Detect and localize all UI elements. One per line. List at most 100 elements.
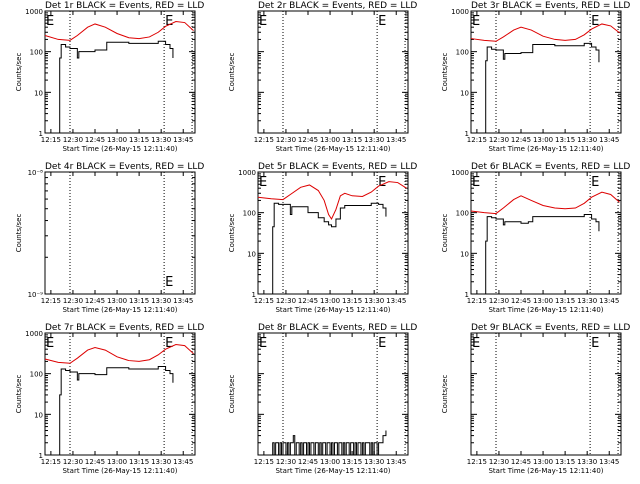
x-tick-label: 13:15 (342, 297, 362, 305)
event-marker: E (378, 336, 386, 351)
x-tick-label: 12:15 (467, 458, 487, 466)
x-tick-label: 13:45 (173, 297, 193, 305)
y-tick-label: 1 (252, 291, 256, 299)
y-tick-label: 1 (465, 130, 469, 138)
event-marker: E (165, 336, 173, 351)
x-tick-label: 13:00 (320, 458, 340, 466)
y-tick-label: 10⁻⁹ (28, 291, 44, 299)
x-tick-label: 13:30 (577, 458, 597, 466)
x-axis-label: Start Time (26-May-15 12:11:40) (488, 467, 603, 475)
x-tick-label: 13:45 (599, 458, 619, 466)
lld-series-line (44, 344, 194, 364)
event-marker: E (259, 175, 267, 190)
event-marker: E (591, 336, 599, 351)
x-tick-label: 13:00 (533, 297, 553, 305)
y-tick-label: 1000 (238, 169, 256, 177)
x-tick-label: 12:30 (276, 297, 296, 305)
events-series-line (59, 40, 174, 133)
x-tick-label: 13:15 (555, 297, 575, 305)
panel-title: Det 9r BLACK = Events, RED = LLD (471, 323, 630, 333)
y-tick-label: 1000 (25, 8, 43, 16)
x-tick-label: 12:30 (489, 297, 509, 305)
x-tick-label: 13:00 (533, 458, 553, 466)
events-series-line (485, 214, 600, 294)
event-marker: E (472, 336, 480, 351)
x-tick-label: 12:45 (298, 297, 318, 305)
x-tick-label: 12:15 (41, 458, 61, 466)
event-marker: E (259, 336, 267, 351)
y-tick-label: 100 (30, 49, 43, 57)
x-tick-label: 13:30 (577, 136, 597, 144)
panel-title: Det 3r BLACK = Events, RED = LLD (471, 1, 630, 11)
x-tick-label: 13:00 (533, 136, 553, 144)
event-marker: E (46, 336, 54, 351)
event-marker: E (472, 175, 480, 190)
lld-series-line (470, 23, 620, 42)
plot-frame (44, 10, 196, 134)
y-tick-label: 1000 (25, 330, 43, 338)
y-tick-label: 100 (30, 371, 43, 379)
x-tick-label: 13:00 (320, 297, 340, 305)
plot-frame (257, 332, 409, 456)
y-tick-label: 1000 (451, 169, 469, 177)
plot-frame (44, 171, 196, 295)
y-axis-label: Counts/sec (228, 53, 236, 92)
y-tick-label: 10 (460, 250, 469, 258)
event-marker: E (378, 175, 386, 190)
x-axis-label: Start Time (26-May-15 12:11:40) (275, 467, 390, 475)
x-tick-label: 12:45 (298, 458, 318, 466)
y-axis-label: Counts/sec (15, 375, 23, 414)
x-tick-label: 13:30 (151, 136, 171, 144)
x-tick-label: 12:30 (276, 136, 296, 144)
x-tick-label: 13:30 (151, 458, 171, 466)
x-axis-label: Start Time (26-May-15 12:11:40) (275, 145, 390, 153)
y-tick-label: 1 (465, 291, 469, 299)
plot-frame (257, 10, 409, 134)
event-marker: E (165, 14, 173, 29)
plot-frame (257, 171, 409, 295)
x-tick-label: 13:15 (342, 458, 362, 466)
x-tick-label: 13:45 (173, 136, 193, 144)
x-tick-label: 13:45 (599, 297, 619, 305)
x-tick-label: 13:15 (129, 136, 149, 144)
lld-series-line (257, 181, 407, 220)
panel-title: Det 5r BLACK = Events, RED = LLD (258, 162, 417, 172)
plot-frame (44, 332, 196, 456)
x-tick-label: 13:45 (599, 136, 619, 144)
x-tick-label: 13:00 (107, 458, 127, 466)
x-tick-label: 13:15 (555, 458, 575, 466)
event-marker: E (591, 14, 599, 29)
panel-title: Det 6r BLACK = Events, RED = LLD (471, 162, 630, 172)
x-tick-label: 12:45 (85, 458, 105, 466)
x-tick-label: 12:30 (63, 136, 83, 144)
x-tick-label: 12:45 (511, 297, 531, 305)
x-tick-label: 13:30 (364, 458, 384, 466)
events-series-line (272, 430, 387, 456)
lld-series-line (44, 21, 194, 41)
y-tick-label: 1 (39, 452, 43, 460)
y-tick-label: 10⁻⁸ (28, 169, 44, 177)
events-series-line (59, 366, 174, 455)
y-tick-label: 1000 (451, 8, 469, 16)
y-axis-label: Counts/sec (15, 53, 23, 92)
lld-series-line (470, 191, 620, 215)
x-tick-label: 13:00 (107, 297, 127, 305)
x-tick-label: 12:15 (467, 136, 487, 144)
x-tick-label: 12:30 (63, 458, 83, 466)
y-tick-label: 10 (247, 250, 256, 258)
y-tick-label: 100 (456, 210, 469, 218)
x-tick-label: 13:15 (555, 136, 575, 144)
x-axis-label: Start Time (26-May-15 12:11:40) (62, 145, 177, 153)
x-tick-label: 13:15 (342, 136, 362, 144)
x-tick-label: 13:00 (107, 136, 127, 144)
x-tick-label: 12:30 (63, 297, 83, 305)
